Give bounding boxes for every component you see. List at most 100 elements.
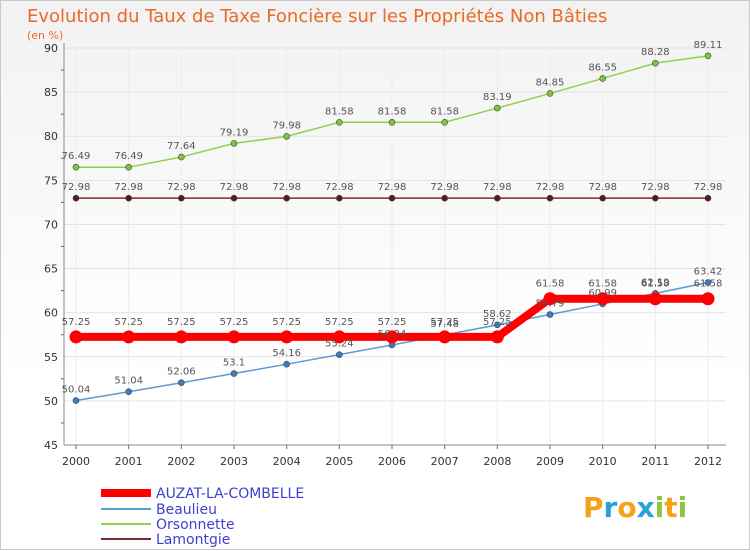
data-point [178, 153, 185, 161]
data-label: 72.98 [536, 182, 565, 193]
data-point [599, 75, 606, 82]
data-label: 83.19 [483, 92, 512, 103]
x-tick-label: 2009 [536, 455, 564, 468]
data-point [385, 330, 399, 344]
y-tick-label: 60 [44, 307, 58, 320]
data-point [336, 351, 343, 358]
data-label: 79.19 [220, 127, 249, 138]
data-label: 50.04 [62, 385, 91, 396]
data-point [599, 194, 606, 202]
data-label: 81.58 [378, 106, 407, 117]
data-label: 77.64 [167, 141, 196, 152]
data-label: 61.58 [694, 279, 723, 290]
data-point [72, 397, 80, 404]
data-point [332, 330, 346, 344]
data-label: 72.98 [378, 182, 407, 193]
series-orsonnette [72, 52, 712, 171]
data-point [438, 330, 452, 344]
data-label: 60.99 [588, 288, 617, 299]
data-label: 53.1 [223, 358, 245, 369]
data-point [596, 292, 610, 306]
data-label: 52.06 [167, 367, 196, 378]
data-point [336, 194, 343, 202]
data-label: 51.04 [114, 376, 143, 387]
data-point [69, 330, 83, 344]
data-point [388, 118, 396, 126]
data-label: 84.85 [536, 77, 565, 88]
data-label: 76.49 [114, 151, 143, 162]
data-point [125, 388, 132, 396]
data-label: 72.98 [220, 182, 249, 193]
data-point [125, 194, 132, 202]
data-point [543, 292, 557, 306]
data-label: 57.25 [430, 317, 459, 328]
data-label: 58.62 [483, 309, 512, 320]
data-point [652, 194, 659, 202]
y-tick-label: 80 [44, 130, 58, 143]
chart-title: Evolution du Taux de Taxe Foncière sur l… [27, 6, 607, 27]
data-point [546, 311, 554, 318]
data-label: 56.34 [378, 329, 407, 340]
data-point [494, 321, 501, 329]
x-tick-label: 2011 [641, 455, 669, 468]
data-point [388, 194, 396, 202]
x-tick-label: 2003 [220, 455, 248, 468]
data-label: 57.25 [378, 317, 407, 328]
x-tick-label: 2010 [589, 455, 617, 468]
data-point [227, 330, 241, 344]
data-label: 72.98 [272, 182, 301, 193]
x-tick-label: 2001 [115, 455, 143, 468]
data-label: 57.25 [220, 317, 249, 328]
data-point [648, 292, 662, 306]
x-tick-label: 2004 [273, 455, 301, 468]
data-point [230, 194, 238, 202]
x-tick-label: 2000 [62, 455, 90, 468]
data-label: 86.55 [588, 62, 617, 73]
legend-label: AUZAT-LA-COMBELLE [156, 486, 304, 502]
data-point [441, 118, 448, 126]
data-label: 57.48 [430, 319, 459, 330]
data-label: 72.98 [62, 182, 91, 193]
data-point [280, 330, 294, 344]
legend: AUZAT-LA-COMBELLEBeaulieuOrsonnetteLamon… [101, 486, 304, 548]
series-lamontgie [72, 194, 712, 202]
chart-subtitle: (en %) [27, 29, 63, 42]
data-label: 72.98 [430, 182, 459, 193]
x-tick-label: 2007 [431, 455, 459, 468]
series-auzat-la-combelle [69, 292, 715, 344]
data-label: 72.98 [483, 182, 512, 193]
series-group: 72.98 72.98 72.98 72.98 72.98 72.98 72.98 72.98… [62, 40, 723, 404]
data-label: 57.25 [325, 317, 354, 328]
data-label: 57.25 [272, 317, 301, 328]
y-tick-label: 70 [44, 218, 58, 231]
data-label: 62.19 [641, 277, 670, 288]
data-label: 61.58 [588, 279, 617, 290]
data-label: 89.11 [694, 40, 723, 51]
data-label: 59.79 [536, 299, 565, 310]
data-point [546, 90, 554, 97]
x-tick-label: 2002 [167, 455, 195, 468]
data-point [178, 194, 185, 202]
y-tick-label: 55 [44, 351, 58, 364]
data-point [704, 194, 712, 202]
y-tick-label: 75 [44, 174, 58, 187]
axes: 45 50 55 60 65 70 75 80 85 90 2000 2001 2002 2003 2004… [44, 42, 726, 468]
data-point [283, 133, 290, 140]
data-point [490, 330, 504, 344]
data-label: 55.24 [325, 339, 354, 350]
data-label: 57.25 [114, 317, 143, 328]
data-label: 81.58 [430, 106, 459, 117]
data-label: 76.49 [62, 151, 91, 162]
data-label: 63.42 [694, 266, 723, 277]
y-tick-label: 90 [44, 42, 58, 55]
x-tick-label: 2005 [325, 455, 353, 468]
data-point [494, 104, 501, 112]
grid [64, 47, 726, 446]
data-label: 57.25 [62, 317, 91, 328]
data-label: 72.98 [588, 182, 617, 193]
data-label: 61.58 [641, 279, 670, 290]
proxiti-logo: Proxiti [583, 491, 687, 524]
data-label: 72.98 [114, 182, 143, 193]
y-tick-label: 45 [44, 439, 58, 452]
